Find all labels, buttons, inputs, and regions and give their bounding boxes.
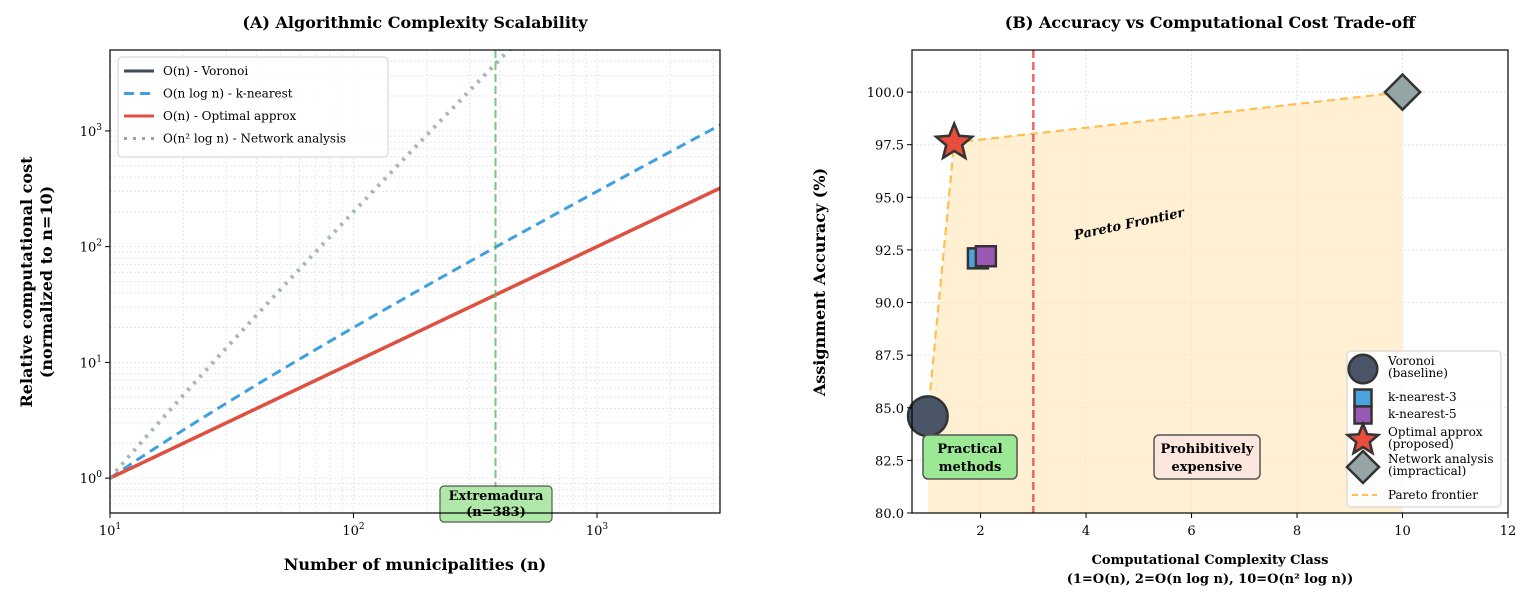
series-line-1 [110, 123, 720, 480]
tick-base: 10 [80, 241, 97, 256]
y-tick-label: 100 [80, 470, 103, 487]
tick-exp: 1 [115, 522, 121, 532]
legend-label: O(n) - Optimal approx [163, 109, 296, 123]
x-tick-label: 103 [586, 522, 609, 539]
marker-circle [906, 395, 949, 438]
legend-label: Voronoi [1387, 354, 1435, 368]
marker-circle [1347, 353, 1379, 385]
tick-exp: 0 [96, 470, 102, 480]
axes-frame [911, 49, 1509, 514]
tick-exp: 2 [96, 239, 102, 249]
marker-square [974, 244, 998, 268]
x-tick-label: 10 [1394, 524, 1411, 539]
legend-label: (impractical) [1388, 464, 1466, 478]
y-tick-label: 85.0 [875, 402, 904, 417]
legend-label: O(n log n) - k-nearest [163, 87, 293, 101]
y-tick-label: 95.0 [875, 191, 904, 206]
annotation-text: Extremadura [449, 489, 544, 504]
x-tick-label: 2 [976, 524, 984, 539]
y-tick-label: 90.0 [875, 297, 904, 312]
legend-label: O(n² log n) - Network analysis [163, 132, 346, 146]
expensive-label: Prohibitively [1161, 442, 1254, 457]
chart-a-ylabel: Relative computational cost [17, 156, 36, 408]
expensive-box [1153, 434, 1261, 480]
marker-diamond [1383, 72, 1422, 112]
x-tick-label: 6 [1187, 524, 1195, 539]
chart-b-ylabel: Assignment Accuracy (%) [810, 168, 829, 397]
tick-base: 10 [586, 524, 603, 539]
legend-label: Pareto frontier [1388, 488, 1478, 502]
legend-label: (baseline) [1388, 366, 1448, 380]
y-tick-label: 101 [80, 354, 102, 371]
y-tick-label: 80.0 [875, 507, 904, 522]
tick-exp: 1 [96, 354, 102, 364]
data-point-k-nearest-5 [974, 244, 998, 268]
y-tick-label: 82.5 [875, 454, 904, 469]
legend-label: k-nearest-5 [1388, 407, 1457, 421]
practical-label: methods [939, 460, 1002, 475]
chart-a-ylabel: (normalized to n=10) [37, 186, 56, 378]
expensive-label: expensive [1172, 460, 1243, 475]
tick-base: 10 [342, 524, 359, 539]
marker-star [932, 120, 976, 161]
legend-label: O(n) - Voronoi [163, 64, 248, 78]
y-tick-label: 103 [80, 123, 103, 140]
y-tick-label: 87.5 [875, 349, 904, 364]
data-point-voronoi-baseline- [906, 395, 949, 438]
tick-base: 10 [80, 125, 97, 140]
x-tick-label: 12 [1500, 524, 1517, 539]
x-tick-label: 102 [342, 522, 364, 539]
pareto-region [927, 92, 1403, 513]
legend-label: Network analysis [1388, 452, 1494, 466]
axes-frame [109, 49, 721, 514]
tick-exp: 3 [96, 123, 102, 133]
marker-diamond [1345, 449, 1381, 485]
data-point-network-analysis-impractical- [1383, 72, 1422, 112]
marker-star [1344, 420, 1382, 456]
legend-label: k-nearest-3 [1388, 390, 1457, 404]
y-tick-label: 100.0 [867, 86, 904, 101]
legend-b [1346, 350, 1502, 508]
x-tick-label: 8 [1293, 524, 1301, 539]
tick-base: 10 [80, 356, 97, 371]
data-point-optimal-approx-proposed- [932, 120, 976, 161]
tick-exp: 2 [359, 522, 365, 532]
chart-a-xlabel: Number of municipalities (n) [284, 555, 546, 574]
chart-a-title: (A) Algorithmic Complexity Scalability [242, 13, 588, 32]
tick-base: 10 [80, 472, 97, 487]
chart-b-xlabel: Computational Complexity Class [1092, 553, 1329, 568]
chart-b-title: (B) Accuracy vs Computational Cost Trade… [1005, 13, 1416, 32]
legend-label: (proposed) [1388, 437, 1454, 451]
y-tick-label: 97.5 [875, 139, 904, 154]
marker-square [1353, 388, 1373, 408]
chart-b-xlabel: (1=O(n), 2=O(n log n), 10=O(n² log n)) [1067, 572, 1354, 587]
y-tick-label: 102 [80, 239, 102, 256]
x-tick-label: 4 [1082, 524, 1090, 539]
tick-exp: 3 [602, 522, 608, 532]
x-tick-label: 101 [99, 522, 121, 539]
practical-label: Practical [937, 442, 1002, 457]
tick-base: 10 [99, 524, 116, 539]
series-line-2 [110, 186, 720, 480]
y-tick-label: 92.5 [875, 244, 904, 259]
practical-box [922, 434, 1018, 480]
legend-label: Optimal approx [1388, 425, 1483, 439]
legend-a [117, 56, 389, 158]
